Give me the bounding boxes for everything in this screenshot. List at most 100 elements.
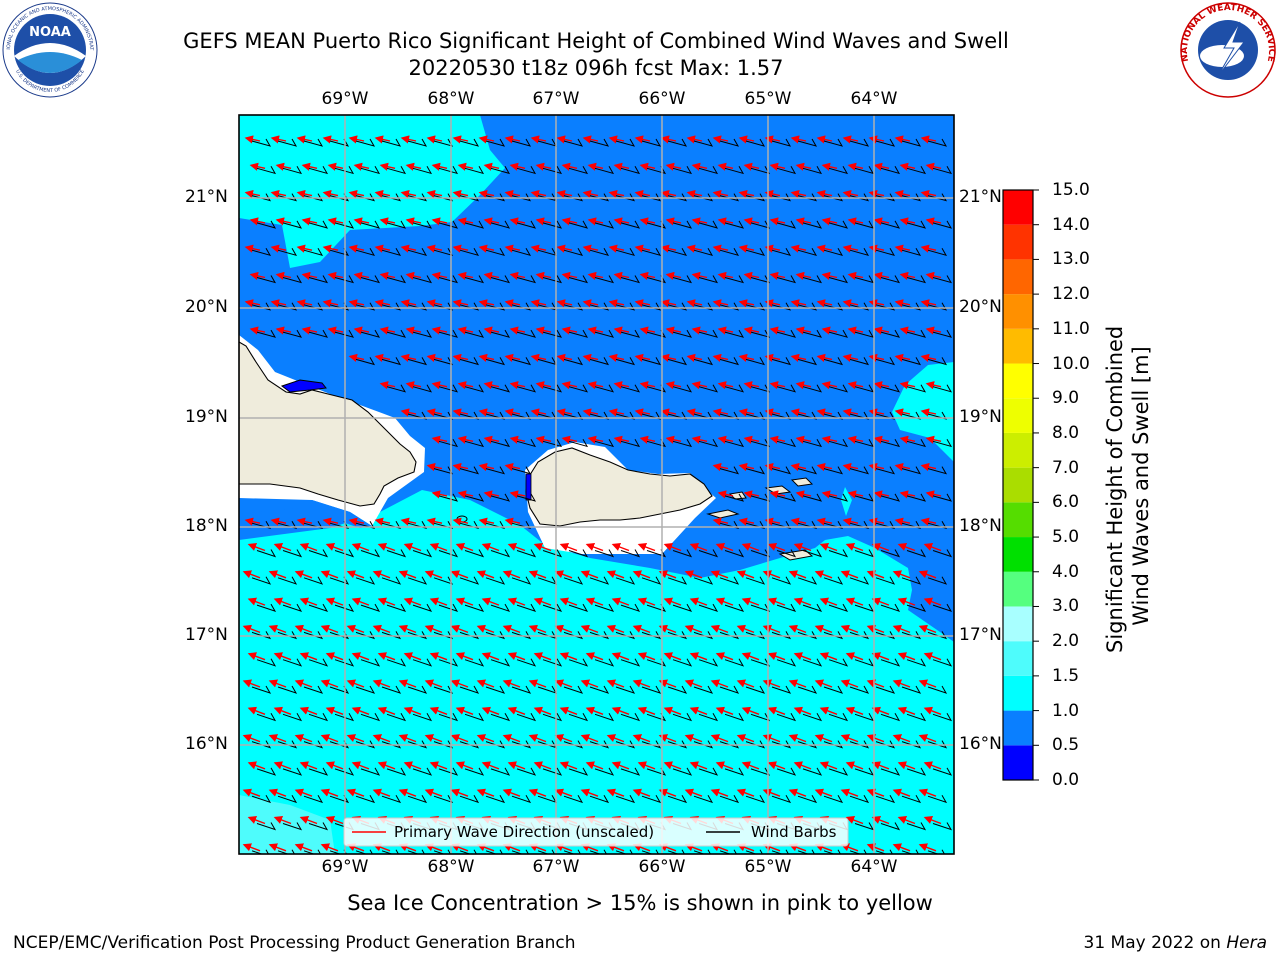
wave-direction-arrow — [795, 162, 812, 171]
wind-barb — [563, 576, 584, 585]
wind-barb — [407, 740, 428, 749]
wave-direction-arrow — [452, 408, 469, 417]
colorbar-tick-label: 1.0 — [1052, 700, 1080, 721]
wind-barb — [750, 493, 771, 502]
wind-barb — [901, 302, 922, 311]
wind-barb — [355, 138, 376, 147]
wind-barb — [672, 549, 693, 558]
wind-barb — [880, 658, 901, 667]
wind-barb — [823, 576, 844, 585]
wave-direction-arrow — [684, 624, 703, 634]
wind-barb — [511, 520, 532, 530]
wave-direction-arrow — [530, 135, 547, 144]
wave-direction-arrow — [762, 679, 781, 688]
wave-direction-arrow — [925, 217, 942, 226]
wave-direction-arrow — [816, 408, 833, 417]
wind-barb — [407, 685, 428, 694]
wind-barb — [693, 357, 714, 366]
wave-direction-arrow — [873, 217, 890, 226]
wave-direction-arrow — [398, 679, 417, 688]
wind-barb — [568, 329, 589, 338]
wind-barb — [698, 439, 719, 448]
wind-barb — [927, 302, 948, 311]
wave-direction-arrow — [346, 734, 365, 743]
wave-direction-arrow — [455, 761, 474, 770]
wave-direction-arrow — [873, 435, 890, 444]
wave-direction-arrow — [634, 189, 651, 199]
wave-direction-arrow — [821, 217, 838, 226]
wind-barb — [719, 466, 740, 475]
wave-direction-arrow — [294, 570, 313, 579]
footer-branch: NCEP/EMC/Verification Post Processing Pr… — [13, 933, 576, 953]
wave-direction-arrow — [294, 788, 313, 797]
wave-direction-arrow — [868, 517, 885, 526]
wave-direction-arrow — [819, 543, 838, 552]
wind-barb — [464, 603, 485, 612]
wave-direction-arrow — [247, 597, 266, 606]
wave-direction-arrow — [509, 326, 526, 335]
lon-label-69w-bottom: 69°W — [321, 857, 369, 877]
wave-direction-arrow — [741, 543, 760, 552]
wind-barb — [672, 603, 693, 612]
wave-direction-arrow — [483, 381, 500, 390]
wind-barb — [693, 302, 714, 311]
wind-barb — [355, 302, 376, 311]
wind-barb — [386, 767, 407, 776]
wind-barb — [360, 275, 381, 284]
wave-direction-arrow — [866, 679, 885, 688]
colorbar-segment — [1003, 537, 1033, 572]
wind-barb — [797, 520, 818, 530]
wave-direction-arrow — [322, 244, 339, 253]
wind-barb — [251, 138, 272, 147]
wave-direction-arrow — [346, 679, 365, 688]
wind-barb — [854, 275, 875, 284]
wave-direction-arrow — [769, 326, 786, 335]
wave-direction-arrow — [509, 162, 526, 171]
wave-direction-arrow — [429, 652, 448, 661]
wave-direction-arrow — [405, 271, 422, 281]
wind-barb — [932, 384, 953, 393]
wind-barb — [459, 849, 477, 854]
wave-direction-arrow — [634, 244, 651, 253]
wave-direction-arrow — [450, 624, 469, 634]
wind-barb — [381, 247, 402, 257]
wind-barb — [797, 138, 818, 147]
wind-barb — [594, 220, 615, 229]
wave-direction-arrow — [478, 299, 495, 308]
wave-direction-arrow — [556, 408, 573, 417]
wind-barb — [490, 767, 511, 776]
wind-barb — [849, 849, 867, 854]
wind-barb — [828, 329, 849, 338]
wind-barb — [485, 138, 506, 147]
wave-direction-arrow — [483, 490, 500, 499]
wave-direction-arrow — [426, 299, 443, 308]
wind-barb — [282, 767, 303, 776]
wind-barb — [875, 685, 896, 694]
wave-direction-arrow — [483, 271, 500, 281]
wave-direction-arrow — [842, 135, 859, 144]
wind-barb — [802, 713, 823, 722]
wave-direction-arrow — [299, 761, 318, 770]
wave-direction-arrow — [892, 624, 911, 634]
wave-direction-arrow — [556, 135, 573, 144]
wind-barb — [407, 520, 428, 530]
wave-direction-arrow — [400, 353, 417, 362]
wave-direction-arrow — [710, 734, 729, 743]
wave-direction-arrow — [918, 679, 937, 688]
wave-direction-arrow — [710, 679, 729, 688]
wave-direction-arrow — [582, 189, 599, 199]
wind-barb — [849, 740, 870, 749]
wave-direction-arrow — [268, 734, 287, 743]
wave-direction-arrow — [686, 135, 703, 144]
wave-direction-arrow — [398, 734, 417, 743]
colorbar-segment — [1003, 259, 1033, 295]
wave-direction-arrow — [509, 381, 526, 390]
wave-direction-arrow — [840, 624, 859, 634]
wind-barb — [485, 576, 506, 585]
wave-direction-arrow — [608, 244, 625, 253]
wave-height-field — [239, 115, 954, 854]
wave-direction-arrow — [660, 353, 677, 362]
colorbar — [1002, 189, 1039, 781]
wave-direction-arrow — [639, 326, 656, 335]
wind-barb — [719, 302, 740, 311]
